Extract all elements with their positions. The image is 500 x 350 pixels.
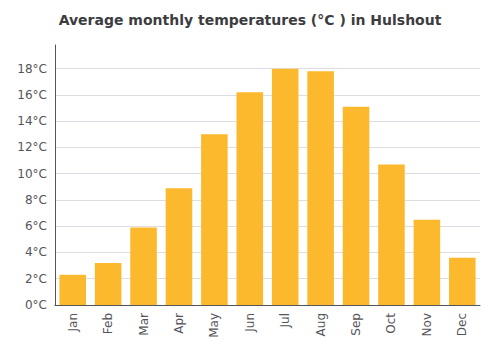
svg-text:14°C: 14°C <box>17 114 47 128</box>
svg-text:Sep: Sep <box>349 313 363 336</box>
svg-text:18°C: 18°C <box>17 62 47 76</box>
svg-text:Jan: Jan <box>66 313 80 333</box>
svg-text:Jul: Jul <box>278 313 292 328</box>
svg-text:16°C: 16°C <box>17 88 47 102</box>
svg-text:Jun: Jun <box>243 313 257 333</box>
svg-text:Dec: Dec <box>455 313 469 336</box>
svg-text:Aug: Aug <box>314 313 328 336</box>
svg-text:12°C: 12°C <box>17 140 47 154</box>
svg-text:2°C: 2°C <box>25 272 47 286</box>
svg-text:Average monthly temperatures (: Average monthly temperatures (°C ) in Hu… <box>59 12 442 28</box>
svg-text:4°C: 4°C <box>25 245 47 259</box>
svg-text:Feb: Feb <box>101 313 115 334</box>
svg-text:0°C: 0°C <box>25 298 47 312</box>
svg-text:Oct: Oct <box>384 313 398 334</box>
svg-text:Mar: Mar <box>137 313 151 336</box>
svg-text:6°C: 6°C <box>25 219 47 233</box>
svg-text:May: May <box>207 313 221 338</box>
svg-text:10°C: 10°C <box>17 167 47 181</box>
svg-text:Nov: Nov <box>420 313 434 336</box>
svg-text:8°C: 8°C <box>25 193 47 207</box>
svg-text:Apr: Apr <box>172 313 186 334</box>
